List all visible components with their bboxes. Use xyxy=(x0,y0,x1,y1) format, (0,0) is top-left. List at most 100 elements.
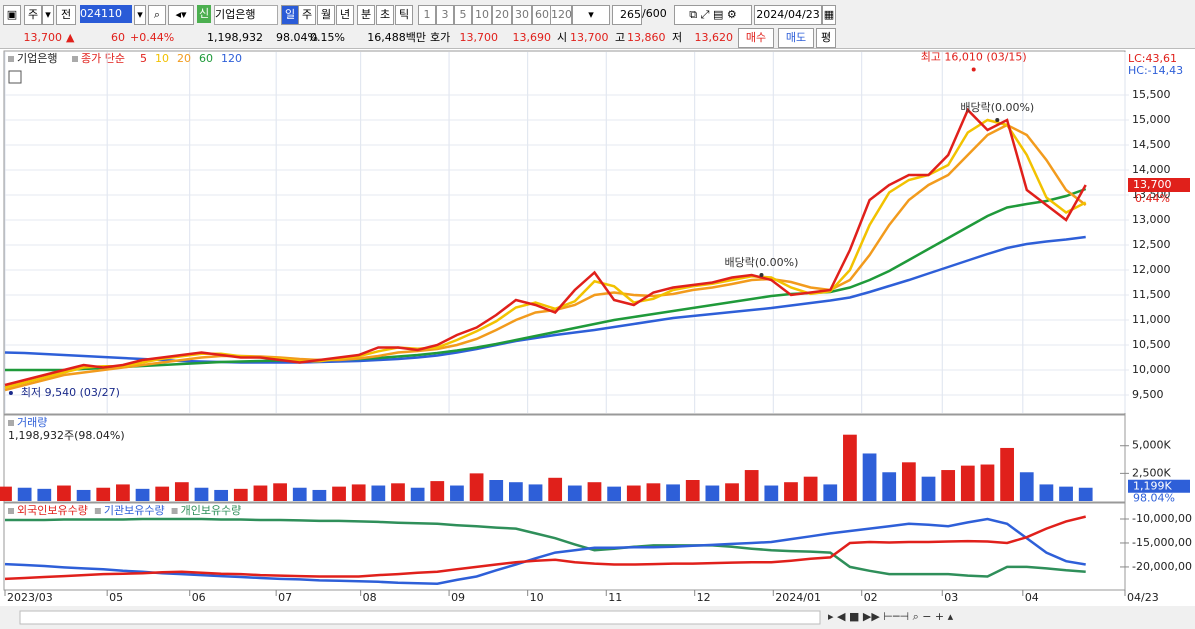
panel-title: 기업은행 xyxy=(17,52,57,65)
y-tick-label: 10,500 xyxy=(1132,338,1171,351)
mode[interactable]: 전 xyxy=(56,5,76,25)
search[interactable]: ⌕ xyxy=(148,5,166,25)
legend-label: 120 xyxy=(221,52,242,65)
interval-button[interactable]: 5 xyxy=(454,5,472,25)
annotation: 최저 9,540 (03/27) xyxy=(21,386,120,399)
arrow: ▲ xyxy=(66,31,75,44)
hc-label: HC:-14,43 xyxy=(1128,64,1183,77)
y-tick-label: 11,500 xyxy=(1132,288,1171,301)
change: 60 xyxy=(111,31,125,44)
sound[interactable]: ◂▾ xyxy=(168,5,194,25)
calendar[interactable]: ▦ xyxy=(822,5,836,25)
annotation-point xyxy=(759,273,764,277)
current-volume: 1,199K xyxy=(1133,480,1172,493)
volume-bar xyxy=(764,485,779,501)
scroll-controls[interactable]: ▸ ◀ ■ ▶▶ ⊢─⊣ ⌕ − + ▴ xyxy=(828,610,954,623)
x-tick-label: 11 xyxy=(608,591,622,604)
period-button[interactable]: 분 xyxy=(357,5,375,25)
high: 13,860 xyxy=(627,31,666,44)
volume-bar xyxy=(960,465,975,501)
bid: 13,690 xyxy=(512,31,552,44)
series-line xyxy=(4,515,1086,581)
legend-box xyxy=(8,508,14,514)
volume-bar xyxy=(135,488,150,501)
vol-ratio: 98.04% xyxy=(276,31,318,44)
volume-bar xyxy=(803,476,818,501)
volume-bar xyxy=(784,482,798,501)
tools[interactable]: ⧉ ⤢ ▤ ⚙ xyxy=(674,5,752,25)
y-tick-label: 11,000 xyxy=(1132,313,1171,326)
y-tick-label: 2,500K xyxy=(1132,466,1171,479)
volume-bar xyxy=(705,485,720,501)
interval-button[interactable]: 1 xyxy=(418,5,436,25)
volume-bar xyxy=(214,489,229,501)
legend-box xyxy=(94,508,101,514)
legend-box xyxy=(8,56,14,62)
period-button[interactable]: 년 xyxy=(336,5,354,25)
dropdown[interactable]: ▾ xyxy=(572,5,610,25)
icon[interactable]: ▣ xyxy=(3,5,21,25)
y-tick-label: 10,000 xyxy=(1132,363,1171,376)
volume-bar xyxy=(371,485,386,501)
y-tick-label: 12,500 xyxy=(1132,238,1171,251)
volume-bar xyxy=(332,486,346,501)
x-tick-label: 05 xyxy=(109,591,123,604)
annotation-point xyxy=(995,118,1000,122)
market[interactable]: 주 xyxy=(24,5,42,25)
code-input[interactable]: 024110 xyxy=(80,5,132,23)
annotation-point xyxy=(971,67,976,72)
volume-bar xyxy=(312,489,327,501)
avg-button[interactable]: 평 xyxy=(816,28,836,48)
period-button[interactable]: 주 xyxy=(298,5,316,25)
interval-button[interactable]: 3 xyxy=(436,5,454,25)
scroll-track[interactable] xyxy=(19,610,821,625)
period-button[interactable]: 월 xyxy=(317,5,335,25)
series-line xyxy=(4,107,1087,387)
period-button[interactable]: 초 xyxy=(376,5,394,25)
legend-box xyxy=(171,508,178,514)
volume-bar xyxy=(901,462,916,501)
y-tick-label: 9,500 xyxy=(1132,388,1164,401)
interval-button[interactable]: 20 xyxy=(492,5,512,25)
lc-label: LC:43,61 xyxy=(1128,52,1177,65)
x-tick-label: 03 xyxy=(944,591,958,604)
volume-bar xyxy=(273,483,287,501)
volume-bar xyxy=(292,487,307,501)
period-button[interactable]: 틱 xyxy=(395,5,413,25)
stock-name: 기업은행 xyxy=(214,5,278,25)
buy-button[interactable]: 매수 xyxy=(738,28,774,48)
volume-bar xyxy=(0,486,12,501)
holdings-panel xyxy=(3,502,1126,591)
volume-bar xyxy=(882,472,897,501)
low: 13,620 xyxy=(694,31,734,44)
volume-bar xyxy=(587,482,602,501)
icon[interactable] xyxy=(8,70,22,84)
amount: 16,488백만 xyxy=(367,31,426,44)
volume-panel xyxy=(3,414,1126,503)
date[interactable]: 2024/04/23 xyxy=(754,5,822,25)
legend-title: 종가 단순 xyxy=(81,52,125,65)
sell-button[interactable]: 매도 xyxy=(778,28,814,48)
interval-button[interactable]: 120 xyxy=(550,5,572,25)
interval-button[interactable]: 30 xyxy=(512,5,532,25)
volume-bar xyxy=(155,486,170,501)
x-tick-label: 2024/01 xyxy=(775,591,821,604)
dropdown[interactable]: ▾ xyxy=(134,5,146,25)
interval-button[interactable]: 10 xyxy=(472,5,492,25)
count[interactable]: 265 xyxy=(612,5,642,25)
volume-bar xyxy=(450,485,464,501)
annotation: 최고 16,010 (03/15) xyxy=(921,51,1027,64)
volume-bar xyxy=(626,485,641,501)
y-tick-label: -20,000,00 xyxy=(1132,560,1192,573)
volume-bar xyxy=(646,483,661,501)
y-tick-label: 13,000 xyxy=(1132,213,1171,226)
interval-button[interactable]: 60 xyxy=(532,5,552,25)
volume-bar xyxy=(607,486,621,501)
volume-bar xyxy=(116,484,130,501)
volume-bar xyxy=(253,485,268,501)
volume-bar xyxy=(1000,447,1014,501)
dropdown[interactable]: ▾ xyxy=(42,5,54,25)
legend-label: 60 xyxy=(199,52,213,65)
